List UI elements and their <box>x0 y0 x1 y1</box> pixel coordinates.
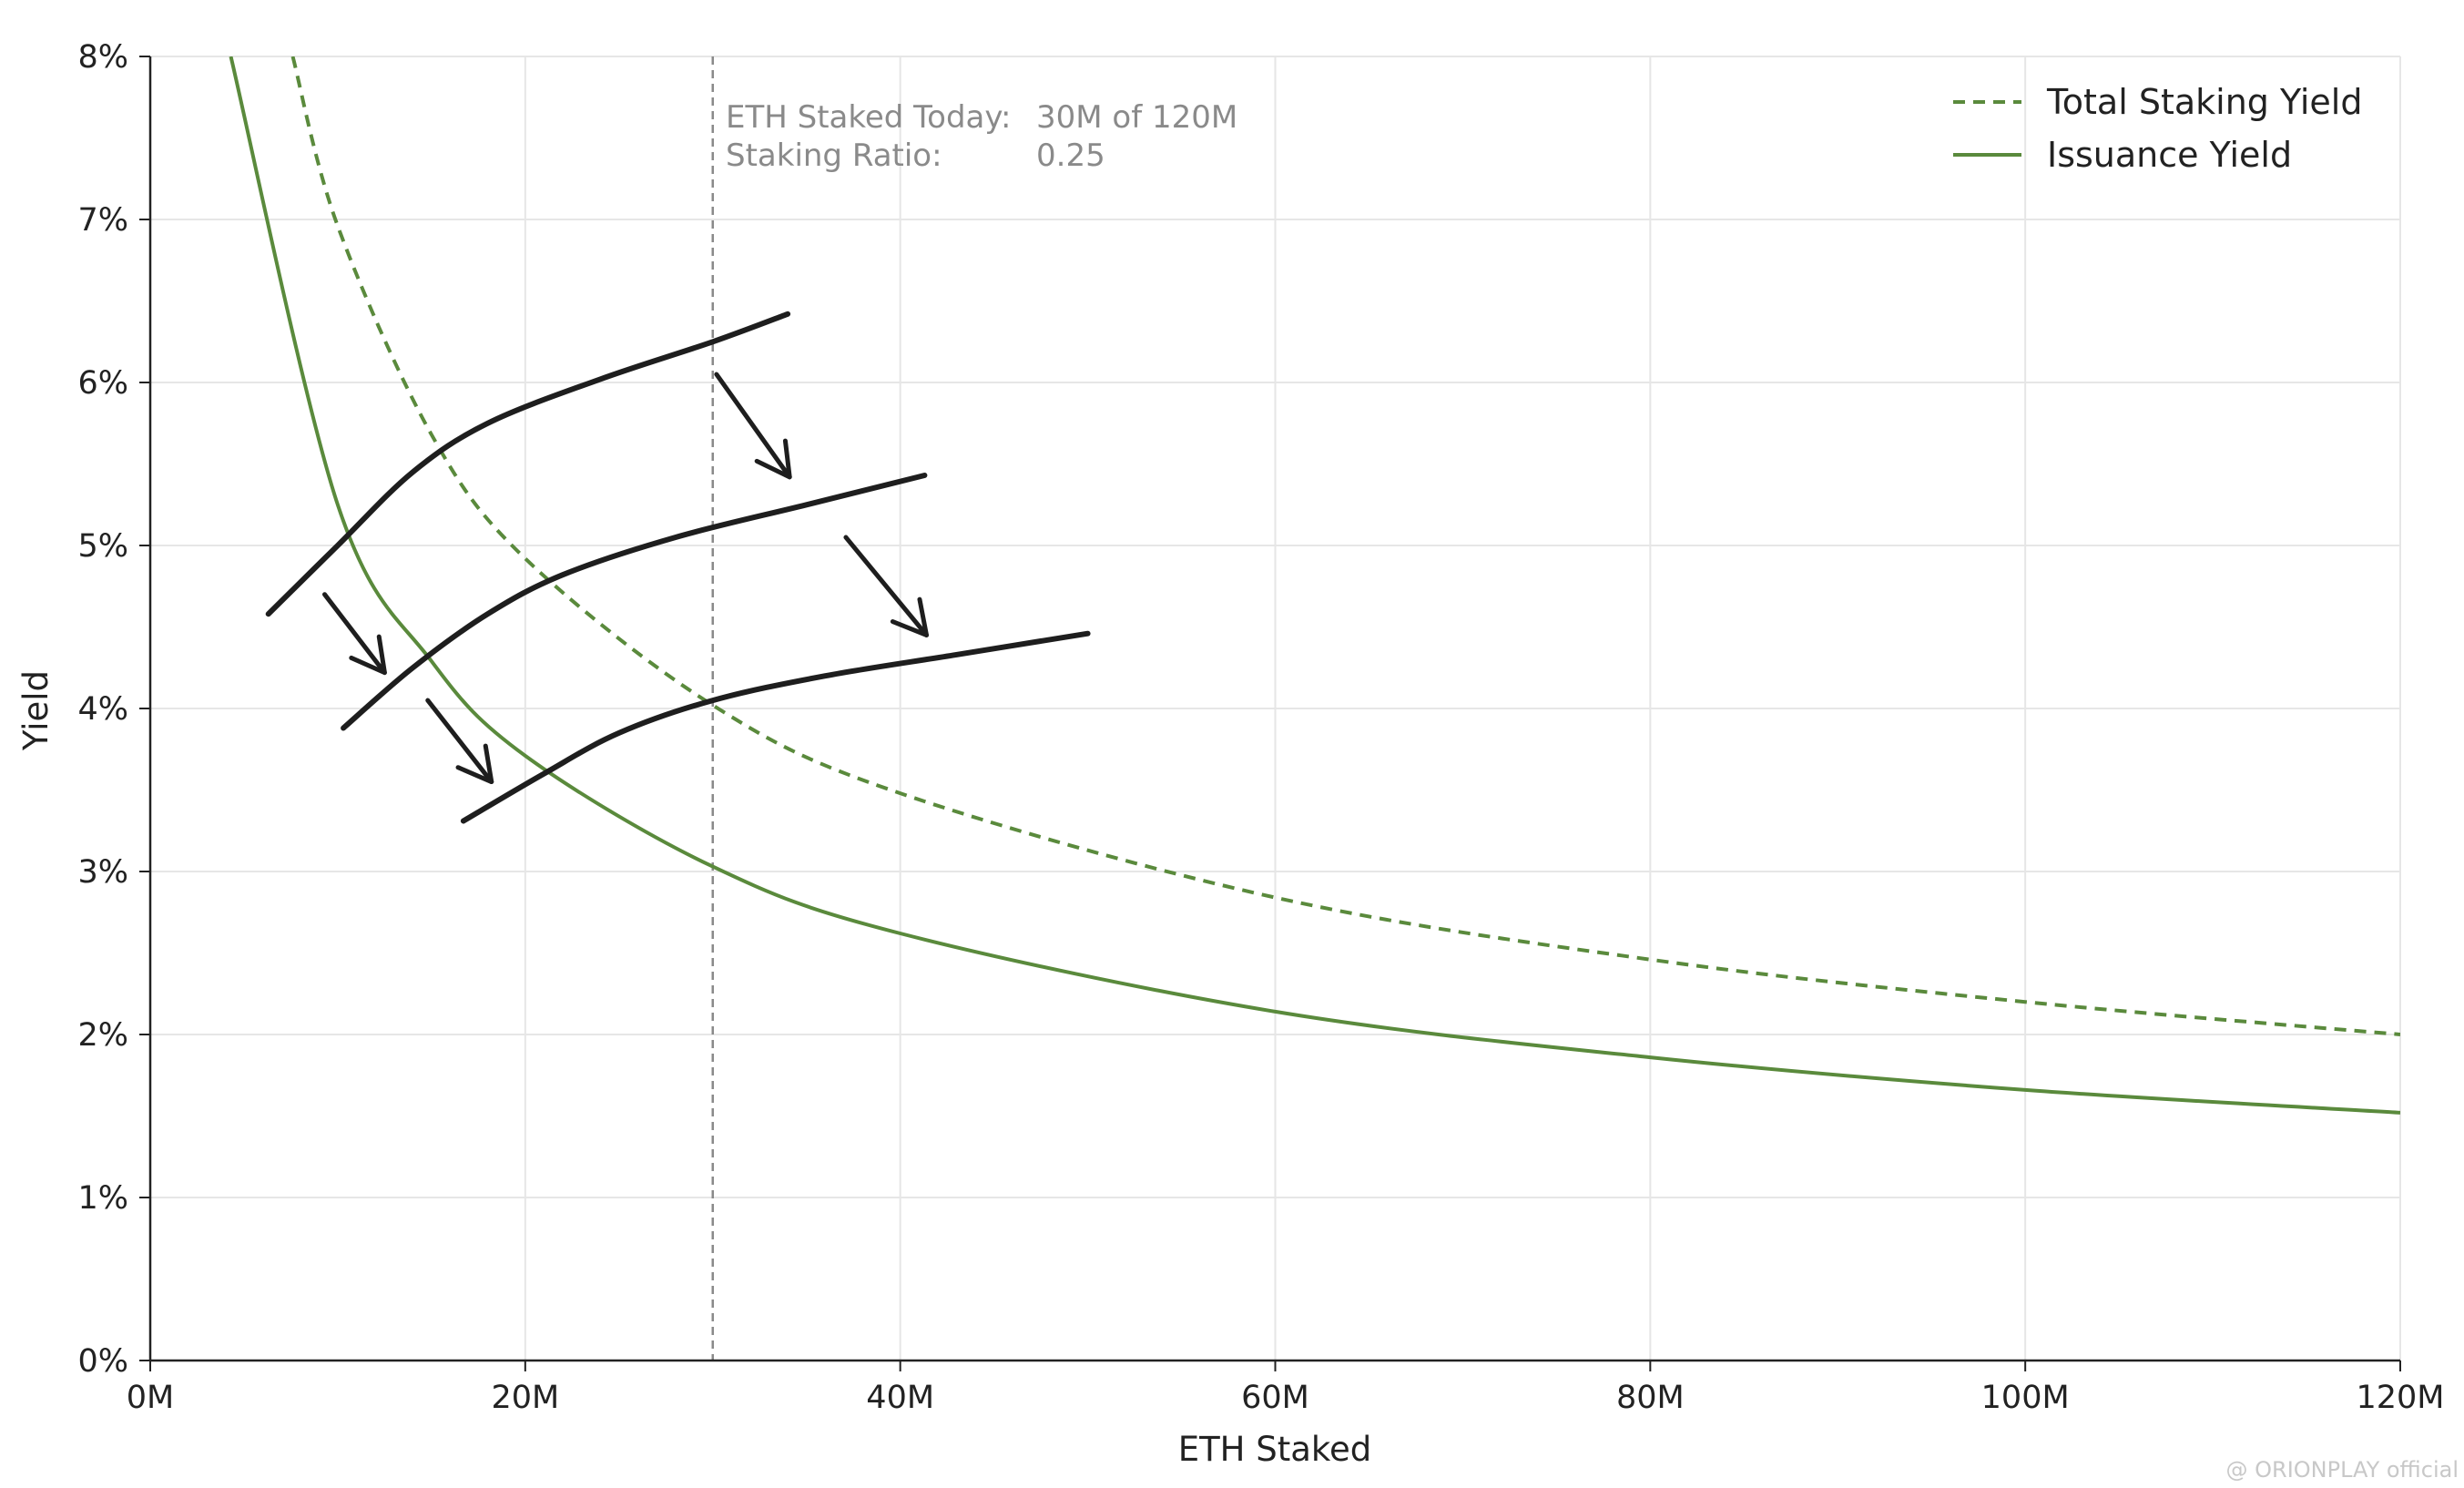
hand-drawn-arrow <box>322 592 387 676</box>
axes <box>139 56 2401 1371</box>
series-line-issuance-yield <box>229 56 2400 1115</box>
y-tick-label: 6% <box>77 365 128 402</box>
y-tick-label: 3% <box>77 854 128 891</box>
y-tick-label: 5% <box>77 528 128 565</box>
tick-labels: 0M 20M 40M 60M 80M 100M 120M 0% 1% 2% 3% 4% 5% 6% 7% 8% <box>77 39 2444 1416</box>
annotation-ratio-label: Staking Ratio: <box>726 138 942 174</box>
arrow-head <box>455 743 494 785</box>
hand-drawn-arrow <box>425 698 494 785</box>
annotation-staked-value: 30M of 120M <box>1036 99 1237 136</box>
x-tick-label: 100M <box>1981 1380 2070 1416</box>
legend: Total Staking Yield Issuance Yield <box>1953 82 2362 175</box>
x-tick-label: 60M <box>1241 1380 1309 1416</box>
legend-label-total-staking-yield: Total Staking Yield <box>2046 82 2362 122</box>
arrow-shaft <box>843 535 929 637</box>
watermark-text: @ ORIONPLAY official <box>2226 1457 2459 1483</box>
x-axis-label: ETH Staked <box>1178 1430 1372 1469</box>
hand-drawn-curve <box>265 311 791 617</box>
hand-drawn-arrow <box>843 535 929 637</box>
x-tick-label: 20M <box>491 1380 559 1416</box>
x-tick-label: 120M <box>2356 1380 2444 1416</box>
arrow-head <box>754 438 792 480</box>
y-tick-label: 1% <box>77 1180 128 1217</box>
staking-annotation: ETH Staked Today: 30M of 120M Staking Ra… <box>726 99 1237 174</box>
y-axis-label: Yield <box>16 670 56 751</box>
hand-drawn-curve <box>341 473 928 731</box>
hand-drawn-annotations <box>265 311 1091 824</box>
y-tick-label: 0% <box>77 1343 128 1380</box>
grid-lines <box>150 56 2401 1361</box>
annotation-ratio-value: 0.25 <box>1036 138 1105 174</box>
y-tick-label: 7% <box>77 202 128 239</box>
x-tick-label: 0M <box>127 1380 174 1416</box>
arrow-head <box>890 596 929 637</box>
series-line-total-staking-yield <box>290 56 2400 1036</box>
y-tick-label: 4% <box>77 691 128 728</box>
series-lines <box>229 56 2400 1115</box>
arrow-shaft <box>714 372 792 480</box>
annotation-staked-label: ETH Staked Today: <box>726 99 1011 136</box>
arrow-head <box>349 634 387 676</box>
y-tick-label: 2% <box>77 1017 128 1054</box>
hand-drawn-curve <box>460 630 1091 824</box>
arrow-shaft <box>322 592 387 676</box>
x-tick-label: 40M <box>866 1380 934 1416</box>
x-tick-label: 80M <box>1616 1380 1685 1416</box>
legend-label-issuance-yield: Issuance Yield <box>2047 135 2292 175</box>
hand-drawn-arrow <box>714 372 792 480</box>
arrow-shaft <box>425 698 494 785</box>
y-tick-label: 8% <box>77 39 128 76</box>
